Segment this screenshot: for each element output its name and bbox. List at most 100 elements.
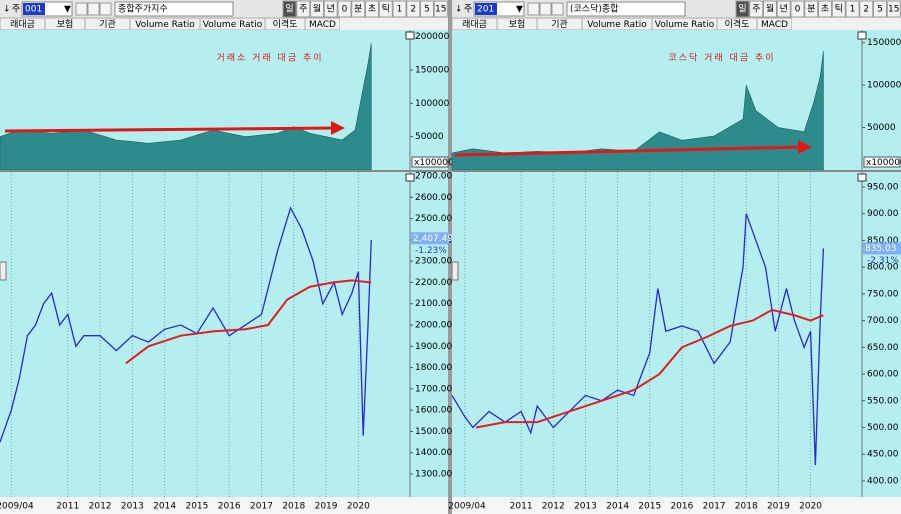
y-tick-label: 650.00 [867,343,899,353]
period-button[interactable] [351,0,366,18]
tool-icon[interactable] [551,2,564,16]
y-tick-label: 900.00 [867,209,899,219]
trend-arrow [454,145,803,157]
period-button[interactable] [282,0,297,18]
period-button[interactable] [296,0,311,18]
period-button[interactable] [859,0,874,18]
dropdown: ▼ [64,5,71,15]
stock-name: 종합주가지수 [118,4,168,15]
price-line [451,213,825,465]
period-button-label: 년 [327,4,335,15]
tool-icon[interactable] [527,2,540,16]
moving-average-line [475,308,824,429]
last-price: 835.03 [865,244,897,254]
x-tick-label: 2014 [153,502,176,512]
stock-name: (코스닥)종합 [570,4,618,15]
y-tick-label: 850.00 [867,236,899,246]
period-button[interactable] [818,0,832,18]
x-tick-label: 2020 [799,502,822,512]
period-button[interactable] [749,0,764,18]
expand-icon[interactable] [857,31,867,40]
code-select [475,3,497,15]
tab-label: Volume Ratio [203,20,263,30]
period-button[interactable] [378,0,393,18]
tab-label: 보험 [57,19,74,30]
volume-area-series [0,43,372,171]
collapse-button[interactable] [0,261,7,281]
period-button[interactable] [365,0,379,18]
period-button-label: 분 [807,4,815,15]
y-tick-label: 950.00 [867,182,899,192]
period-button[interactable] [406,0,421,18]
tab-label: MACD [761,20,788,30]
period-button-label: 1 [397,5,403,15]
tool-icon[interactable] [539,2,552,16]
tab-label: Volume Ratio [655,20,715,30]
expand-icon[interactable] [405,173,415,182]
y-tick-label: 600.00 [867,370,899,380]
period-button[interactable] [323,0,338,18]
period-button[interactable] [433,0,448,18]
code-select [23,3,45,15]
period-button[interactable] [776,0,791,18]
y-tick-label: 50000 [867,123,896,133]
y-tick-label: 2500.00 [415,214,452,224]
expand-icon[interactable] [405,31,415,40]
y-tick-label: 1300.00 [415,470,452,480]
period-button[interactable] [804,0,819,18]
period-button-label: 초 [821,4,829,15]
name-box [566,1,686,17]
y-tick-label: 450.00 [867,450,899,460]
x-tick-label: 2017 [703,502,726,512]
period-button[interactable] [790,0,805,18]
x-tick-label: 2015 [638,502,661,512]
trend-arrowhead [798,140,812,154]
y-tick-label: 150000 [867,38,901,48]
tab-label: 이격도 [725,18,750,30]
y-tick-label: 2700.00 [415,172,452,182]
period-button[interactable] [420,0,434,18]
period-button[interactable] [337,0,352,18]
x-axis-strip [452,497,901,514]
tab-label: MACD [309,20,336,30]
icon: ↓ [455,5,463,15]
unit-box [863,156,901,168]
x-tick-label: 2013 [574,502,597,512]
tool-icon[interactable] [75,2,88,16]
tab-strip [792,18,901,30]
y-tick-label: 1400.00 [415,448,452,458]
tab-label: Volume Ratio [135,20,195,30]
period-button-label: 2 [410,5,416,15]
period-button[interactable] [735,0,750,18]
x-tick-label: 2020 [347,502,370,512]
code: 001 [25,5,42,15]
price-area [452,172,901,497]
x-tick-label: 2019 [767,502,790,512]
tab-label: 기관 [99,19,116,30]
y-tick-label: 500.00 [867,423,899,433]
collapse-button[interactable] [451,261,459,281]
tool-icon[interactable] [87,2,100,16]
period-button[interactable] [310,0,324,18]
y-tick-label: 2100.00 [415,299,452,309]
trend-arrow [4,126,336,133]
period-button-label: 월 [313,3,321,15]
period-button[interactable] [886,0,901,18]
y-tick-label: 1600.00 [415,406,452,416]
price-change: -1.23% [415,246,447,256]
tab-label: 기관 [551,19,568,30]
period-button-label: 주 [752,4,760,15]
expand-icon[interactable] [857,173,867,182]
period-button[interactable] [392,0,407,18]
period-button-label: 월 [766,3,774,15]
y-tick-label: 1500.00 [415,427,452,437]
x-tick-label: 2013 [121,502,144,512]
period-button-label: 일 [285,4,293,15]
price-area [0,172,448,497]
period-button[interactable] [763,0,777,18]
period-button[interactable] [873,0,887,18]
tool-icon[interactable] [99,2,112,16]
period-button[interactable] [845,0,860,18]
period-button[interactable] [831,0,846,18]
x-tick-label: 2017 [250,502,273,512]
